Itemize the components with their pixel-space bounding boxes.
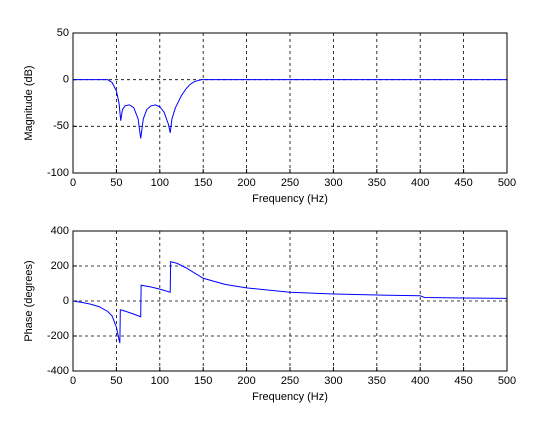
x-tick-label: 150 [194,177,212,189]
x-tick-label: 500 [498,375,516,387]
x-tick-label: 100 [151,375,169,387]
x-axis-label: Frequency (Hz) [252,391,328,403]
data-line [73,79,507,139]
x-tick-label: 450 [454,177,472,189]
x-tick-label: 500 [498,177,516,189]
x-axis-label: Frequency (Hz) [252,193,328,205]
x-tick-label: 400 [411,375,429,387]
x-tick-label: 0 [70,375,76,387]
y-tick-label: 50 [57,27,69,39]
x-tick-label: 350 [368,375,386,387]
axes-box [72,230,508,372]
y-tick-label: -50 [53,120,69,132]
x-tick-label: 300 [324,375,342,387]
x-tick-label: 400 [411,177,429,189]
y-tick-label: -400 [47,365,69,377]
y-axis-label: Magnitude (dB) [23,65,35,140]
y-tick-label: -200 [47,330,69,342]
y-tick-label: 400 [51,225,69,237]
x-tick-label: 100 [151,177,169,189]
data-line [72,260,508,344]
x-tick-label: 200 [237,375,255,387]
x-tick-label: 150 [194,375,212,387]
x-tick-label: 300 [324,177,342,189]
x-tick-label: 450 [454,375,472,387]
x-tick-label: 0 [70,177,76,189]
x-tick-label: 50 [110,375,122,387]
x-tick-label: 50 [110,177,122,189]
x-tick-label: 200 [237,177,255,189]
x-tick-label: 250 [281,375,299,387]
x-tick-label: 250 [281,177,299,189]
y-tick-label: 0 [63,74,69,86]
x-tick-label: 350 [368,177,386,189]
y-tick-label: 0 [63,295,69,307]
axes-box [72,32,508,174]
y-tick-label: 200 [51,260,69,272]
y-tick-label: -100 [47,167,69,179]
y-axis-label: Phase (degrees) [23,260,35,341]
